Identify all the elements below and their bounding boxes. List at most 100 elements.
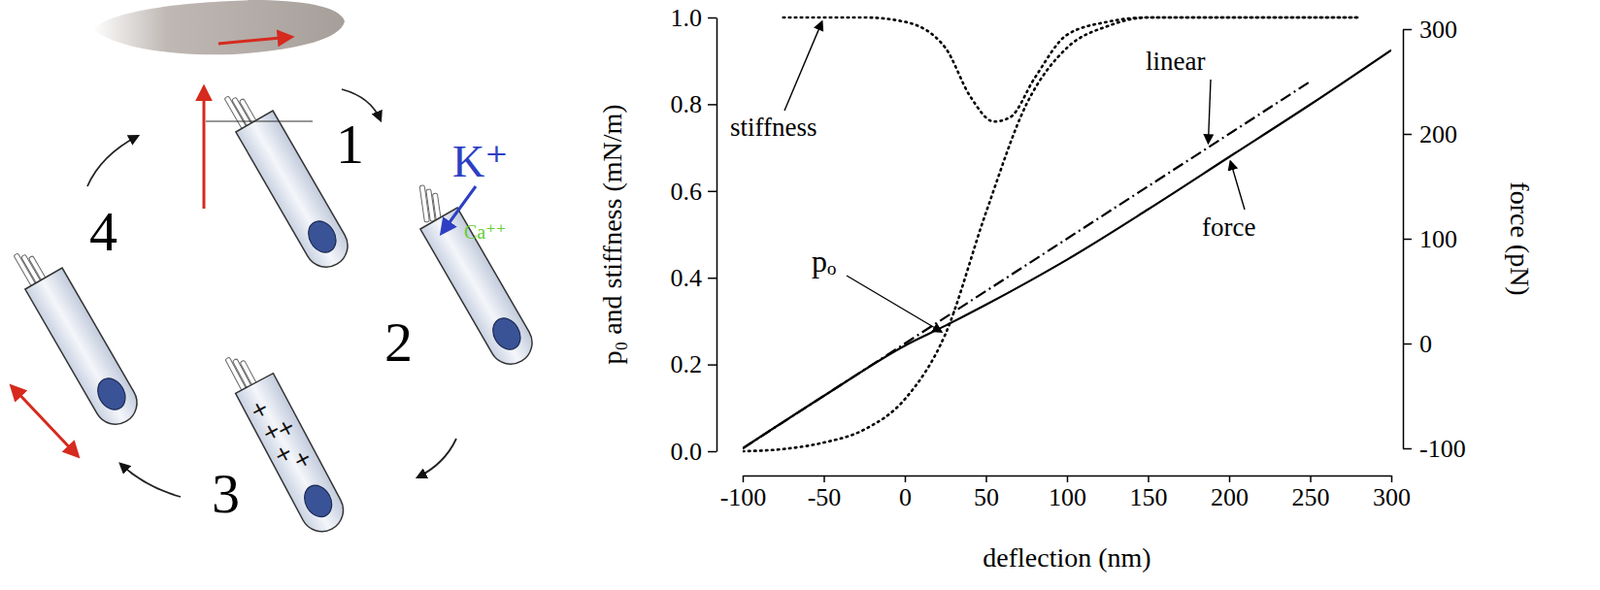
hair-bundle [419,183,441,223]
chart: -100 -50 0 50 100 150 200 250 300 0.0 0.2 0.4 0.6 0.8… [597,3,1535,573]
y2-tick: 100 [1402,225,1458,254]
y-tick-mark [707,451,717,454]
x-tick-mark [904,475,907,483]
y2-tick-mark [1402,29,1412,32]
y-tick-label: 0.4 [670,264,703,293]
series-label: linear [1145,46,1205,76]
y2-tick-mark [1402,238,1412,241]
x-tick-mark [823,475,826,483]
x-axis: -100 -50 0 50 100 150 200 250 300 [720,475,1411,512]
y-tick-label: 0.2 [670,350,703,379]
y-tick-label: 0.6 [670,177,703,206]
y-tick-mark [707,364,717,367]
series-line [742,17,1360,452]
cycle-arrow [87,135,138,187]
electromotility-arrow [11,386,78,457]
x-tick: 100 [1048,475,1087,512]
figure: +++++1234K⁺Ca⁺⁺-100-50050100150200250300… [0,0,1600,590]
ion-label: K⁺ [452,136,509,187]
x-tick: 150 [1130,475,1168,512]
y-tick-mark [707,103,717,106]
hair-cell-1 [218,80,356,275]
label-arrow [1230,162,1245,210]
series-label: force [1201,212,1256,242]
y2-tick: 300 [1402,15,1458,44]
x-tick-mark [1147,475,1150,483]
x-tick-label: 50 [973,483,1000,512]
y2-tick-mark [1402,343,1412,346]
y2-axis: -100 0 100 200 300 [1402,15,1467,464]
tectorial-membrane [92,0,345,55]
x-tick: -100 [720,475,767,512]
hair-cell-2 [400,174,540,372]
reticular-lamina [205,120,313,122]
x-axis-title: deflection (nm) [982,542,1151,573]
y2-tick: 200 [1402,120,1458,149]
y2-tick-mark [1402,133,1412,136]
step-number: 3 [211,462,240,526]
step-number: 4 [89,200,118,264]
x-tick: 0 [899,475,912,512]
y2-tick-label: 200 [1419,120,1458,149]
series-line [742,50,1392,449]
x-tick: 300 [1372,475,1411,512]
x-tick-label: 0 [899,483,912,512]
x-tick: 200 [1210,475,1249,512]
y-tick-mark [707,17,717,20]
y2-tick-mark [1402,448,1412,451]
y2-tick-label: -100 [1419,434,1467,464]
x-tick-label: 300 [1372,483,1411,512]
cell-body [25,267,145,433]
x-tick: 250 [1292,475,1331,512]
shear-arrow [218,36,292,44]
x-tick-mark [742,475,745,483]
ion-label: Ca⁺⁺ [464,221,506,243]
x-tick-mark [1309,475,1312,483]
x-tick: -50 [807,475,842,512]
nucleus [487,313,527,355]
x-tick-label: 200 [1210,483,1249,512]
x-tick-mark [1391,475,1394,483]
y2-tick: -100 [1402,434,1467,464]
charge: + [271,413,300,444]
y-tick-mark [707,191,717,194]
charge: + [288,444,316,475]
x-tick-label: 250 [1292,483,1331,512]
y-tick: 0.6 [670,177,718,206]
label-arrow [1207,79,1211,143]
y-tick: 0.8 [670,90,718,119]
x-tick-mark [1229,475,1232,483]
y-tick-mark [707,277,717,280]
y-tick-label: 1.0 [670,3,703,33]
nucleus [302,216,342,258]
cell-body [420,207,540,372]
series-labels: stiffness pₒ linear force [730,22,1256,333]
x-tick-mark [1066,475,1069,483]
y2-tick: 0 [1402,330,1433,359]
y-tick: 1.0 [670,3,718,33]
cycle-arrow [120,464,181,498]
cycle-arrow [417,438,457,478]
y-axis-line [716,18,719,453]
nucleus [299,480,337,522]
step-number: 2 [384,310,413,374]
nucleus [92,373,132,415]
series-label: pₒ [811,243,836,279]
plot-area [742,17,1392,452]
y-tick: 0.0 [670,437,718,467]
y-axis-title: p₀ and stiffness (mN/m) [597,103,628,365]
x-tick-mark [985,475,988,483]
stereocilium [432,193,441,221]
y-tick-label: 0.0 [670,437,703,467]
y-tick: 0.4 [670,264,718,293]
y-tick: 0.2 [670,350,718,379]
force-arrow [202,87,206,209]
y2-axis-title: force (pN) [1504,181,1535,296]
label-arrow [846,275,941,333]
series-label: stiffness [730,112,818,142]
label-arrow [784,22,823,111]
x-tick-label: 100 [1048,483,1087,512]
x-tick: 50 [973,475,1000,512]
hair-cell-cycle: +++++1234K⁺Ca⁺⁺ [7,0,540,539]
cell-body [235,373,352,540]
